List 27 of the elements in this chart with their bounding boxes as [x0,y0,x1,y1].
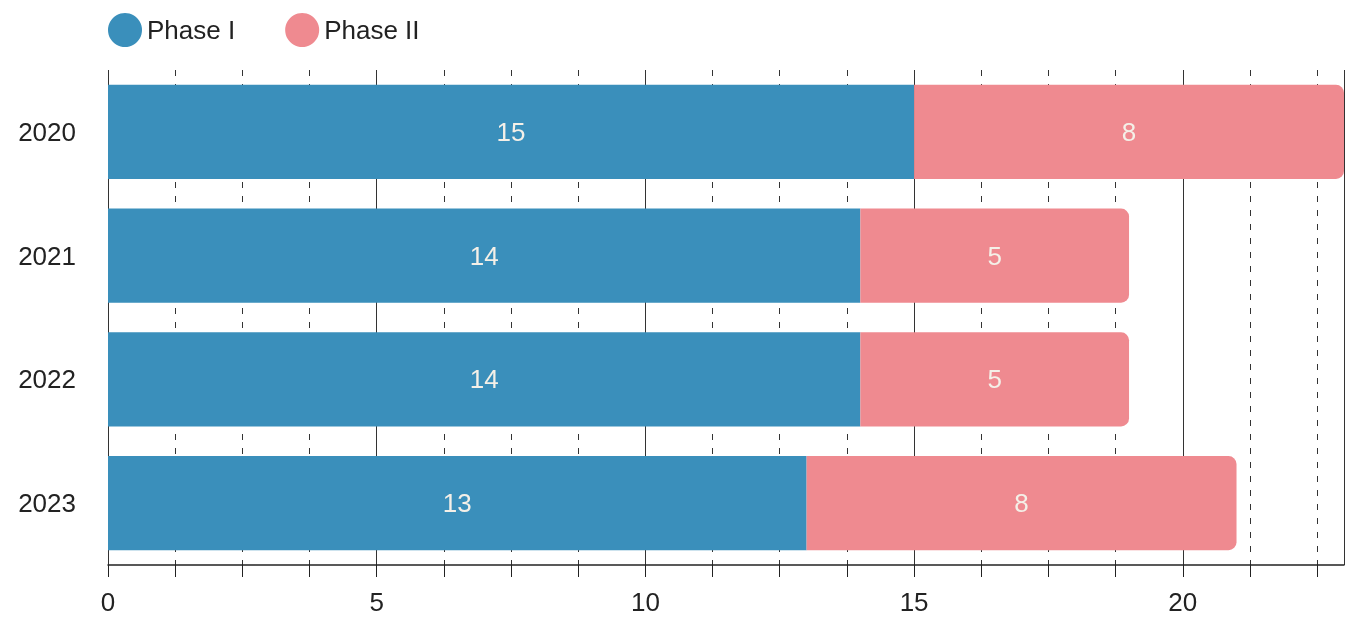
y-tick-label: 2020 [18,116,76,147]
legend-label: Phase II [324,15,420,45]
bar [860,208,1130,303]
data-label: 15 [496,116,526,147]
y-tick-label: 2022 [18,364,76,395]
y-tick-label: 2021 [18,240,76,271]
bar [108,456,807,551]
bar [108,208,861,303]
data-label: 14 [469,364,499,395]
data-label: 13 [442,488,472,519]
data-label: 5 [987,364,1002,395]
bar [108,84,915,179]
bar [108,332,861,427]
data-label: 14 [469,240,499,271]
y-tick-label: 2023 [18,488,76,519]
bar [806,456,1237,551]
x-tick-label: 0 [100,587,116,617]
bar [860,332,1130,427]
x-tick-label: 10 [630,587,660,617]
x-tick-label: 5 [369,587,384,617]
data-label: 8 [1121,116,1137,147]
data-label: 5 [987,240,1002,271]
bar [914,84,1344,179]
x-tick-label: 20 [1168,587,1198,617]
x-tick-label: 15 [899,587,929,617]
data-label: 8 [1014,488,1029,519]
legend-label: Phase I [147,15,236,45]
